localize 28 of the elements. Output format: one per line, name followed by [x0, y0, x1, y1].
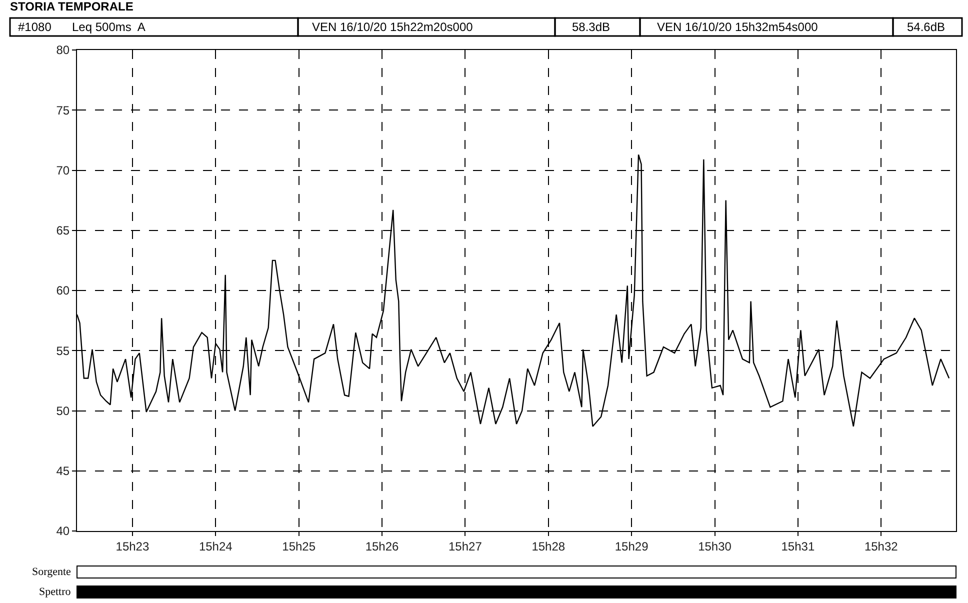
x-tick-label: 15h23	[116, 539, 150, 554]
y-tick-label: 70	[56, 163, 70, 178]
chart-title: STORIA TEMPORALE	[10, 0, 134, 14]
x-tick-label: 15h29	[614, 539, 649, 554]
text: 58.3dB	[572, 20, 610, 34]
x-tick-label: 15h31	[781, 539, 815, 554]
y-tick-label: 50	[56, 404, 70, 418]
x-tick-label: 15h28	[532, 539, 566, 554]
text: Leq 500ms A	[72, 20, 146, 34]
text: VEN 16/10/20 15h22m20s000	[312, 20, 474, 34]
y-tick-label: 45	[56, 464, 70, 478]
x-tick-label: 15h25	[282, 539, 316, 554]
y-tick-label: 80	[56, 43, 70, 58]
y-tick-label: 40	[56, 524, 70, 538]
y-tick-label: 55	[56, 344, 70, 358]
y-tick-label: 75	[56, 103, 70, 118]
text: Sorgente	[32, 566, 72, 578]
x-tick-label: 15h24	[198, 539, 233, 554]
x-tick-label: 15h26	[365, 539, 400, 554]
x-tick-label: 15h27	[448, 539, 482, 554]
y-tick-label: 60	[56, 284, 70, 298]
x-tick-label: 15h30	[698, 539, 732, 554]
y-tick-label: 65	[56, 224, 70, 238]
text: #1080	[18, 20, 52, 34]
text: Spettro	[39, 586, 72, 598]
x-tick-label: 15h32	[864, 539, 898, 554]
text: 54.6dB	[907, 20, 946, 34]
text: VEN 16/10/20 15h32m54s000	[657, 20, 818, 34]
